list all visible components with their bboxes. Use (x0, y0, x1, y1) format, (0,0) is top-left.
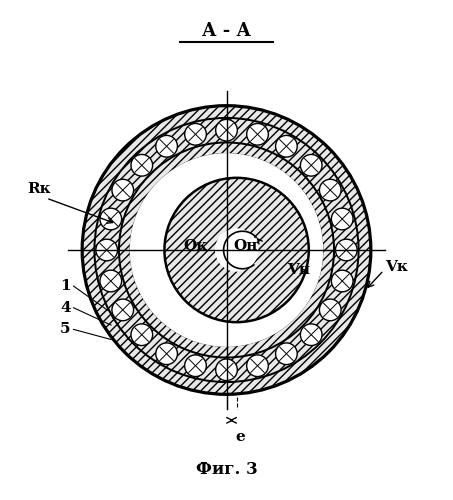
Circle shape (319, 299, 341, 320)
Circle shape (156, 343, 178, 364)
Circle shape (216, 359, 237, 380)
Text: Rк: Rк (27, 182, 51, 196)
Circle shape (247, 124, 268, 145)
Circle shape (215, 228, 258, 272)
Circle shape (332, 208, 353, 230)
Text: 5: 5 (60, 322, 71, 336)
Circle shape (300, 154, 322, 176)
Text: Vн: Vн (287, 263, 310, 277)
Circle shape (185, 355, 206, 376)
Text: А - А: А - А (202, 22, 251, 40)
Text: е: е (236, 430, 245, 444)
Circle shape (275, 136, 297, 157)
Circle shape (300, 324, 322, 345)
Circle shape (156, 136, 178, 157)
Circle shape (336, 239, 357, 261)
Circle shape (82, 106, 371, 395)
Text: Ок: Ок (183, 238, 208, 252)
Text: 4: 4 (60, 300, 71, 314)
Circle shape (319, 180, 341, 201)
Circle shape (112, 180, 134, 201)
Circle shape (112, 299, 134, 320)
Circle shape (100, 270, 121, 292)
Circle shape (96, 239, 117, 261)
Circle shape (131, 324, 153, 345)
Circle shape (130, 154, 323, 346)
Circle shape (185, 124, 206, 145)
Circle shape (275, 343, 297, 364)
Text: Он: Он (234, 238, 258, 252)
Text: Фиг. 3: Фиг. 3 (196, 461, 257, 478)
Circle shape (100, 208, 121, 230)
Text: 1: 1 (60, 279, 71, 293)
Circle shape (247, 355, 268, 376)
Text: Vк: Vк (385, 260, 408, 274)
Circle shape (164, 178, 309, 322)
Circle shape (131, 154, 153, 176)
Circle shape (216, 120, 237, 141)
Circle shape (332, 270, 353, 292)
